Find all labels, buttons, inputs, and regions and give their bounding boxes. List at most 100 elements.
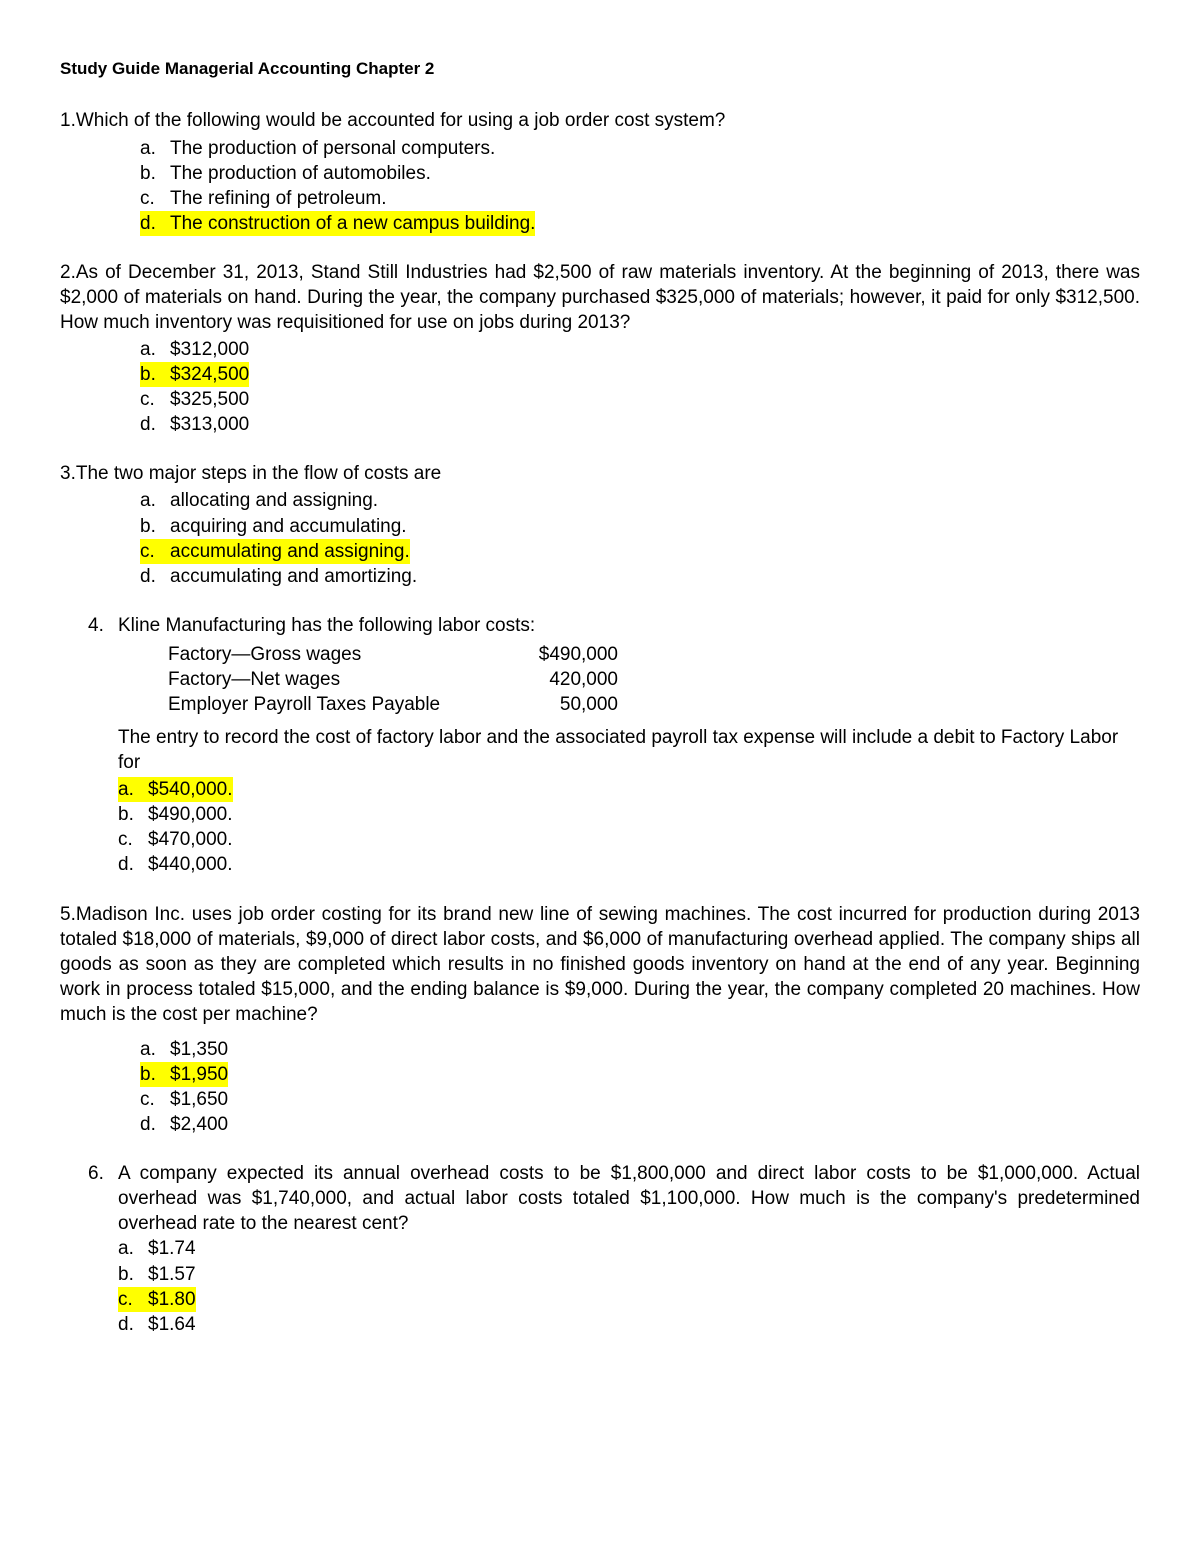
question-4-text: Kline Manufacturing has the following la…	[118, 613, 1140, 638]
option-2d: d.$313,000	[140, 412, 1140, 437]
option-6c: c.$1.80	[118, 1287, 1140, 1312]
question-3-body: The two major steps in the flow of costs…	[76, 463, 441, 484]
question-3-text: 3.The two major steps in the flow of cos…	[60, 461, 1140, 486]
question-1: 1.Which of the following would be accoun…	[60, 108, 1140, 235]
option-2b-letter: b.	[140, 362, 170, 387]
question-1-text: 1.Which of the following would be accoun…	[60, 108, 1140, 133]
option-6b: b.$1.57	[118, 1262, 1140, 1287]
question-2-text: 2.As of December 31, 2013, Stand Still I…	[60, 260, 1140, 335]
option-6c-highlight: c.$1.80	[118, 1287, 196, 1312]
option-2c: c.$325,500	[140, 387, 1140, 412]
option-6b-letter: b.	[118, 1262, 148, 1287]
labor-label-3: Employer Payroll Taxes Payable	[168, 692, 508, 717]
option-3b-text: acquiring and accumulating.	[170, 514, 407, 539]
option-6d-text: $1.64	[148, 1312, 196, 1337]
labor-value-1: $490,000	[508, 642, 618, 667]
option-6d: d.$1.64	[118, 1312, 1140, 1337]
option-1b: b.The production of automobiles.	[140, 161, 1140, 186]
question-2-options: a.$312,000 b.$324,500 c.$325,500 d.$313,…	[60, 337, 1140, 437]
question-5: 5.Madison Inc. uses job order costing fo…	[60, 902, 1140, 1138]
option-4b-text: $490,000.	[148, 802, 233, 827]
option-5c: c.$1,650	[140, 1087, 1140, 1112]
option-4c: c.$470,000.	[118, 827, 1140, 852]
option-2d-letter: d.	[140, 412, 170, 437]
option-4a-letter: a.	[118, 777, 148, 802]
option-3a-letter: a.	[140, 488, 170, 513]
option-6a: a.$1.74	[118, 1236, 1140, 1261]
question-3: 3.The two major steps in the flow of cos…	[60, 461, 1140, 588]
option-5b: b.$1,950	[140, 1062, 1140, 1087]
option-5c-text: $1,650	[170, 1087, 228, 1112]
option-1a: a.The production of personal computers.	[140, 136, 1140, 161]
option-3c-highlight: c.accumulating and assigning.	[140, 539, 410, 564]
question-1-options: a.The production of personal computers. …	[60, 136, 1140, 236]
labor-label-1: Factory—Gross wages	[168, 642, 508, 667]
option-4b: b.$490,000.	[118, 802, 1140, 827]
option-3b-letter: b.	[140, 514, 170, 539]
option-3d: d.accumulating and amortizing.	[140, 564, 1140, 589]
option-2b-text: $324,500	[170, 364, 249, 385]
question-1-body: Which of the following would be accounte…	[76, 110, 726, 131]
question-5-options: a.$1,350 b.$1,950 c.$1,650 d.$2,400	[60, 1037, 1140, 1137]
question-4: 4. Kline Manufacturing has the following…	[60, 613, 1140, 878]
question-2: 2.As of December 31, 2013, Stand Still I…	[60, 260, 1140, 438]
option-3c-text: accumulating and assigning.	[170, 541, 410, 562]
option-2b-highlight: b.$324,500	[140, 362, 249, 387]
option-3c-letter: c.	[140, 539, 170, 564]
question-4-followup: The entry to record the cost of factory …	[118, 725, 1140, 775]
question-4-options: a.$540,000. b.$490,000. c.$470,000. d.$4…	[118, 777, 1140, 877]
question-6: 6. A company expected its annual overhea…	[60, 1161, 1140, 1337]
option-6a-letter: a.	[118, 1236, 148, 1261]
question-6-text: A company expected its annual overhead c…	[118, 1161, 1140, 1236]
option-3a-text: allocating and assigning.	[170, 488, 378, 513]
option-1a-letter: a.	[140, 136, 170, 161]
option-2c-letter: c.	[140, 387, 170, 412]
option-3c: c.accumulating and assigning.	[140, 539, 1140, 564]
labor-cost-table: Factory—Gross wages$490,000 Factory—Net …	[118, 642, 1140, 717]
option-5c-letter: c.	[140, 1087, 170, 1112]
option-1d-text: The construction of a new campus buildin…	[170, 213, 535, 234]
question-2-body: As of December 31, 2013, Stand Still Ind…	[60, 262, 1140, 333]
option-3b: b.acquiring and accumulating.	[140, 514, 1140, 539]
page-header: Study Guide Managerial Accounting Chapte…	[60, 58, 1140, 80]
option-1c-text: The refining of petroleum.	[170, 186, 387, 211]
option-6d-letter: d.	[118, 1312, 148, 1337]
option-2d-text: $313,000	[170, 412, 249, 437]
option-5d-text: $2,400	[170, 1112, 228, 1137]
option-5d: d.$2,400	[140, 1112, 1140, 1137]
question-5-text: 5.Madison Inc. uses job order costing fo…	[60, 902, 1140, 1027]
option-5d-letter: d.	[140, 1112, 170, 1137]
labor-label-2: Factory—Net wages	[168, 667, 508, 692]
option-5b-letter: b.	[140, 1062, 170, 1087]
option-1c-letter: c.	[140, 186, 170, 211]
option-5b-highlight: b.$1,950	[140, 1062, 228, 1087]
option-1d: d.The construction of a new campus build…	[140, 211, 1140, 236]
option-6b-text: $1.57	[148, 1262, 196, 1287]
option-6c-letter: c.	[118, 1287, 148, 1312]
option-4d-letter: d.	[118, 852, 148, 877]
option-3a: a.allocating and assigning.	[140, 488, 1140, 513]
question-2-number: 2.	[60, 262, 76, 283]
labor-row-3: Employer Payroll Taxes Payable50,000	[168, 692, 1140, 717]
option-4a: a.$540,000.	[118, 777, 1140, 802]
labor-value-2: 420,000	[508, 667, 618, 692]
option-1b-text: The production of automobiles.	[170, 161, 431, 186]
question-5-body: Madison Inc. uses job order costing for …	[60, 904, 1140, 1025]
option-1b-letter: b.	[140, 161, 170, 186]
option-6a-text: $1.74	[148, 1236, 196, 1261]
option-2a-text: $312,000	[170, 337, 249, 362]
question-5-number: 5.	[60, 904, 76, 925]
option-4c-text: $470,000.	[148, 827, 233, 852]
option-6c-text: $1.80	[148, 1289, 196, 1310]
option-1c: c.The refining of petroleum.	[140, 186, 1140, 211]
option-4a-highlight: a.$540,000.	[118, 777, 233, 802]
question-1-number: 1.	[60, 110, 76, 131]
option-4b-letter: b.	[118, 802, 148, 827]
question-6-options: a.$1.74 b.$1.57 c.$1.80 d.$1.64	[118, 1236, 1140, 1336]
labor-row-1: Factory—Gross wages$490,000	[168, 642, 1140, 667]
option-5a: a.$1,350	[140, 1037, 1140, 1062]
question-6-number: 6.	[60, 1161, 118, 1337]
option-3d-letter: d.	[140, 564, 170, 589]
option-1d-letter: d.	[140, 211, 170, 236]
labor-row-2: Factory—Net wages420,000	[168, 667, 1140, 692]
